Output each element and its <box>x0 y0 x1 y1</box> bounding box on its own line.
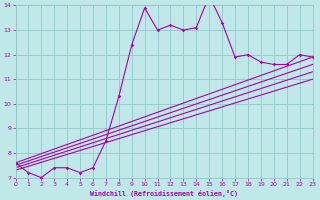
X-axis label: Windchill (Refroidissement éolien,°C): Windchill (Refroidissement éolien,°C) <box>90 190 238 197</box>
